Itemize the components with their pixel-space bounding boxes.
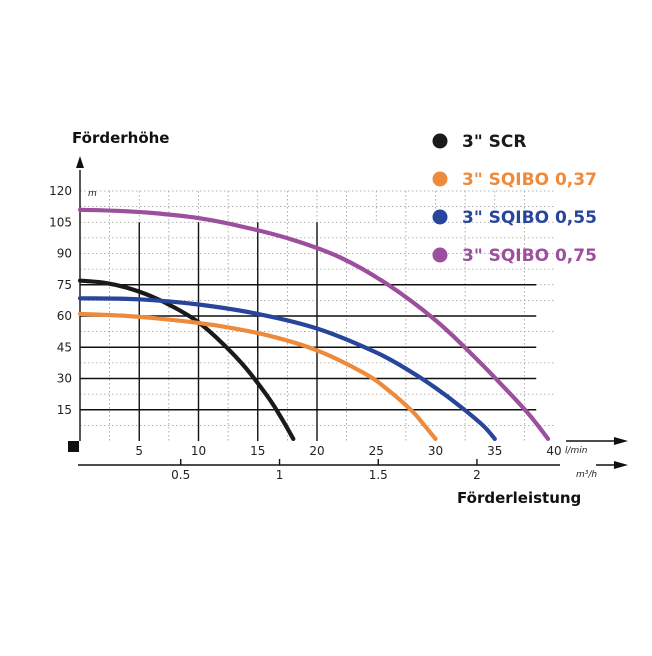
series-layer xyxy=(77,207,551,441)
x2-tick-label: 1 xyxy=(276,468,284,482)
legend-label-4: 3" SQIBO 0,75 xyxy=(462,246,597,266)
x-tick-label: 5 xyxy=(135,444,143,458)
axes xyxy=(76,156,628,469)
x-tick-label: 20 xyxy=(309,444,324,458)
x2-tick-label: 0.5 xyxy=(171,468,190,482)
x-tick-label: 30 xyxy=(428,444,443,458)
legend-label-3: 3" SQIBO 0,55 xyxy=(462,208,597,228)
x-axis-title: Förderleistung xyxy=(457,489,581,507)
y-tick-label: 90 xyxy=(57,247,72,261)
legend-marker-4 xyxy=(432,247,448,263)
x-tick-label: 35 xyxy=(487,444,502,458)
tick-layer: 15 30 45 60 75 90 105 120 5 10 15 20 25 30 35 40 0.5 1 1.5… xyxy=(49,184,562,482)
y-tick-label: 60 xyxy=(57,309,72,323)
series-line-4 xyxy=(77,207,551,441)
legend-marker-1 xyxy=(432,133,448,149)
origin-square xyxy=(68,441,79,452)
x-axis-arrow xyxy=(614,437,628,445)
legend: 3" SCR 3" SQIBO 0,37 3" SQIBO 0,55 3" SQIBO… xyxy=(432,132,597,266)
x2-tick-label: 1.5 xyxy=(369,468,388,482)
y-tick-label: 30 xyxy=(57,372,72,386)
y-axis-title: Förderhöhe xyxy=(72,129,170,147)
y-axis-arrow xyxy=(76,156,84,168)
x-tick-label: 40 xyxy=(546,444,561,458)
x-tick-label: 25 xyxy=(369,444,384,458)
y-tick-label: 15 xyxy=(57,403,72,417)
x-axis-unit: l/min xyxy=(565,446,588,456)
legend-marker-2 xyxy=(432,171,448,187)
x2-axis-unit: m³/h xyxy=(576,470,597,480)
legend-label-2: 3" SQIBO 0,37 xyxy=(462,170,597,190)
y-tick-label: 105 xyxy=(49,215,72,229)
x-tick-label: 15 xyxy=(250,444,265,458)
y-tick-label: 120 xyxy=(49,184,72,198)
legend-label-1: 3" SCR xyxy=(462,132,526,152)
legend-marker-3 xyxy=(432,209,448,225)
x2-axis-arrow xyxy=(614,461,628,469)
y-tick-label: 45 xyxy=(57,340,72,354)
series-line-2 xyxy=(77,311,438,441)
x-tick-label: 10 xyxy=(191,444,206,458)
x2-tick-label: 2 xyxy=(473,468,481,482)
y-axis-unit: m xyxy=(88,189,97,199)
series-line-3 xyxy=(77,296,497,441)
y-tick-label: 75 xyxy=(57,278,72,292)
